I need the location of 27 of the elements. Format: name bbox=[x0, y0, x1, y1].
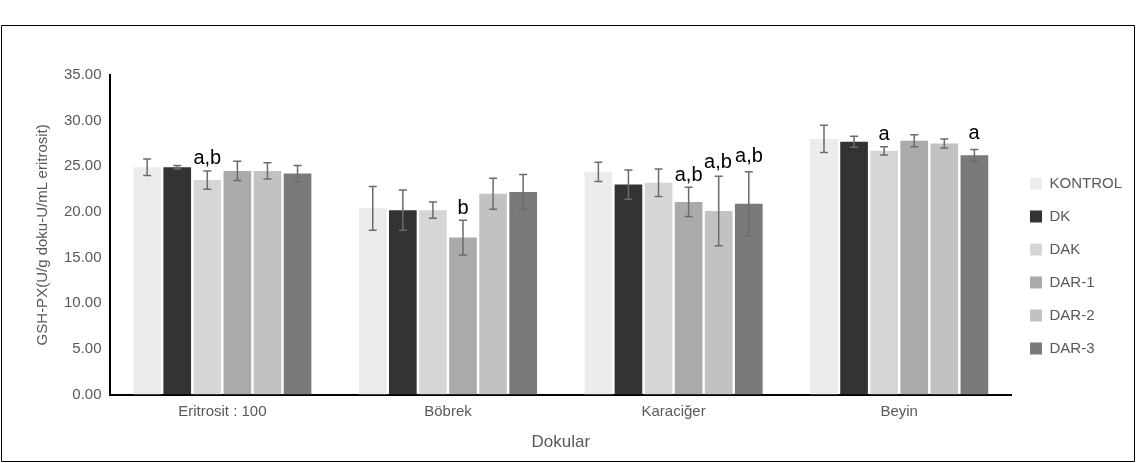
legend-label: DK bbox=[1049, 206, 1071, 224]
legend-label: DAK bbox=[1049, 239, 1081, 257]
y-tick-label: 0.00 bbox=[72, 384, 102, 402]
annotation: b bbox=[457, 195, 469, 218]
y-axis-title: GSH-PX(U/g doku-U/mL eritrosit) bbox=[33, 124, 51, 346]
annotation: a,b bbox=[674, 162, 703, 185]
legend-label: DAR-2 bbox=[1049, 305, 1095, 323]
annotation: a,b bbox=[735, 143, 763, 166]
y-tick-label: 30.00 bbox=[63, 110, 102, 128]
annotation: a bbox=[968, 120, 981, 143]
annotation: a,b bbox=[193, 146, 222, 169]
y-tick-label: 5.00 bbox=[72, 339, 102, 357]
x-tick-label: Karaciğer bbox=[641, 401, 706, 419]
y-tick-label: 35.00 bbox=[63, 65, 102, 83]
y-tick-label: 25.00 bbox=[63, 156, 102, 174]
y-tick-label: 15.00 bbox=[63, 247, 102, 265]
legend-label: DAR-1 bbox=[1049, 272, 1095, 290]
annotation: a,b bbox=[704, 149, 732, 172]
y-tick-label: 20.00 bbox=[63, 202, 102, 220]
x-axis-title: Dokular bbox=[531, 432, 591, 452]
x-tick-label: Böbrek bbox=[424, 401, 473, 419]
y-tick-label: 10.00 bbox=[63, 293, 102, 311]
x-tick-label: Beyin bbox=[880, 401, 918, 419]
legend-label: KONTROL bbox=[1049, 173, 1123, 191]
x-tick-label: Eritrosit : 100 bbox=[178, 401, 267, 419]
legend-label: DAR-3 bbox=[1049, 338, 1095, 356]
annotation: a bbox=[878, 122, 891, 145]
